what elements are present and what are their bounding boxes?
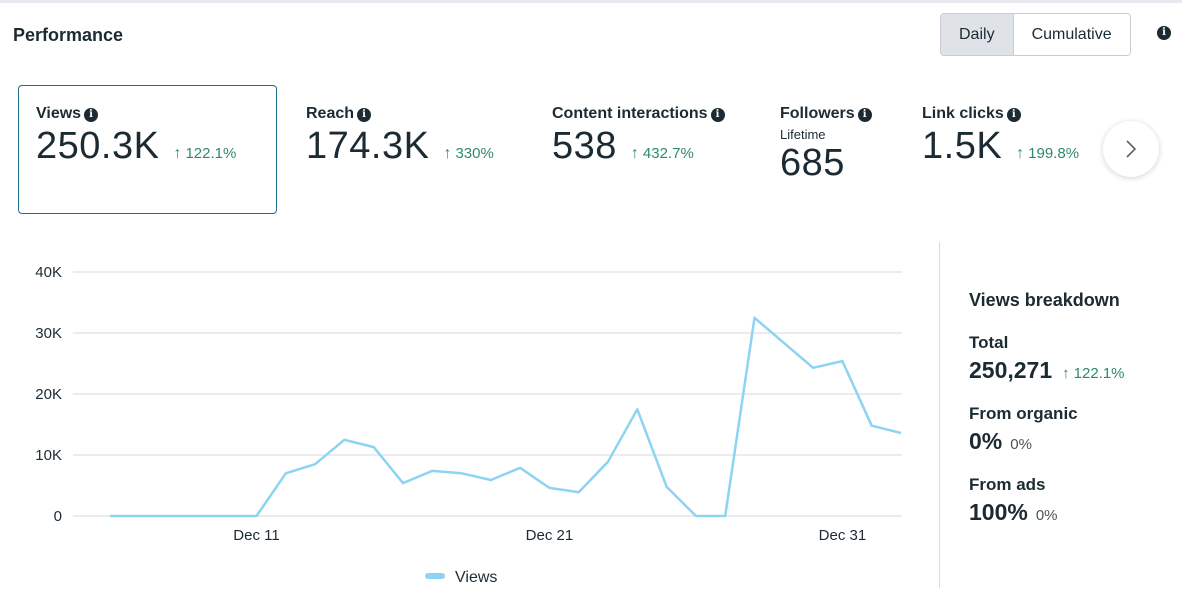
breakdown-total-label: Total	[969, 333, 1009, 352]
breakdown-organic-row: 0% 0%	[969, 428, 1125, 455]
views-breakdown-panel: Views breakdown Total 250,271 ↑ 122.1% Fr…	[969, 290, 1125, 526]
views-line-chart: 0 10K 20K 30K 40K Dec 11 Dec 21 Dec 31 Views	[35, 264, 902, 586]
y-axis-ticks: 0 10K 20K 30K 40K	[35, 264, 62, 525]
breakdown-total-change: ↑ 122.1%	[1062, 365, 1124, 382]
chart-legend: Views	[425, 569, 497, 586]
panel-divider	[939, 242, 940, 588]
metric-change: ↑ 199.8%	[1016, 145, 1079, 163]
metric-label: Followers	[780, 105, 855, 122]
chevron-right-icon	[1126, 140, 1137, 158]
breakdown-change-value: 122.1%	[1073, 365, 1125, 382]
metric-card-link-clicks[interactable]: Link clicks i 1.5K ↑ 199.8%	[904, 85, 1104, 214]
arrow-up-icon: ↑	[1062, 365, 1070, 382]
metric-label: Reach	[306, 105, 355, 122]
arrow-up-icon: ↑	[443, 145, 452, 162]
y-tick-label: 10K	[35, 447, 62, 464]
metric-change: ↑ 330%	[443, 145, 493, 163]
metric-card-reach[interactable]: Reach i 174.3K ↑ 330%	[288, 85, 528, 214]
view-toggle: Daily Cumulative	[940, 13, 1131, 56]
metric-change-value: 199.8%	[1028, 145, 1080, 162]
breakdown-ads-row: 100% 0%	[969, 499, 1125, 526]
breakdown-organic-change: 0%	[1010, 436, 1032, 453]
series-line-views	[110, 316, 902, 518]
info-icon[interactable]: i	[84, 108, 99, 122]
info-icon[interactable]: i	[710, 108, 725, 122]
breakdown-ads-change: 0%	[1035, 507, 1058, 524]
breakdown-total-value: 250,271	[969, 357, 1053, 383]
info-icon[interactable]: i	[1006, 108, 1021, 122]
info-icon[interactable]: i	[1157, 26, 1171, 40]
breakdown-title: Views breakdown	[969, 290, 1120, 310]
metric-value: 1.5K	[922, 125, 1003, 167]
metric-label: Link clicks	[922, 105, 1004, 122]
metric-card-followers[interactable]: Followers i Lifetime 685	[762, 85, 902, 214]
metric-value: 250.3K	[36, 125, 160, 167]
y-tick-label: 20K	[35, 386, 62, 403]
breakdown-total-row: 250,271 ↑ 122.1%	[969, 357, 1125, 384]
next-metrics-button[interactable]	[1103, 121, 1159, 177]
info-icon[interactable]: i	[357, 108, 372, 122]
y-tick-label: 0	[54, 508, 62, 525]
metric-value: 685	[780, 142, 845, 184]
legend-label: Views	[455, 569, 497, 586]
x-tick-label: Dec 31	[819, 527, 867, 544]
y-tick-label: 40K	[35, 264, 62, 281]
metric-label: Content interactions	[552, 105, 708, 122]
info-icon[interactable]: i	[857, 108, 872, 122]
metric-label: Views	[36, 105, 82, 122]
chart-series	[110, 316, 902, 518]
breakdown-ads-value: 100%	[969, 499, 1028, 525]
y-tick-label: 30K	[35, 325, 62, 342]
metric-change-value: 330%	[455, 145, 494, 162]
x-axis-ticks: Dec 11 Dec 21 Dec 31	[233, 527, 866, 544]
x-tick-label: Dec 21	[526, 527, 574, 544]
x-tick-label: Dec 11	[233, 527, 279, 544]
metric-sublabel: Lifetime	[780, 127, 826, 142]
breakdown-ads-label: From ads	[969, 475, 1046, 494]
toggle-cumulative-button[interactable]: Cumulative	[1013, 14, 1130, 55]
metric-change: ↑ 122.1%	[173, 145, 236, 163]
metric-change-value: 432.7%	[642, 145, 694, 162]
toggle-daily-button[interactable]: Daily	[941, 14, 1014, 55]
metric-card-content-interactions[interactable]: Content interactions i 538 ↑ 432.7%	[534, 85, 754, 214]
legend-swatch	[425, 573, 445, 579]
arrow-up-icon: ↑	[173, 145, 182, 162]
arrow-up-icon: ↑	[630, 145, 639, 162]
metric-value: 538	[552, 125, 617, 167]
metric-value: 174.3K	[306, 125, 430, 167]
top-border	[0, 0, 1182, 3]
metric-change: ↑ 432.7%	[631, 145, 694, 163]
arrow-up-icon: ↑	[1016, 145, 1025, 162]
metric-card-views[interactable]: Views i 250.3K ↑ 122.1%	[18, 85, 277, 214]
metric-change-value: 122.1%	[185, 145, 237, 162]
breakdown-organic-label: From organic	[969, 404, 1078, 423]
breakdown-organic-value: 0%	[969, 428, 1003, 454]
page-title: Performance	[13, 25, 124, 45]
